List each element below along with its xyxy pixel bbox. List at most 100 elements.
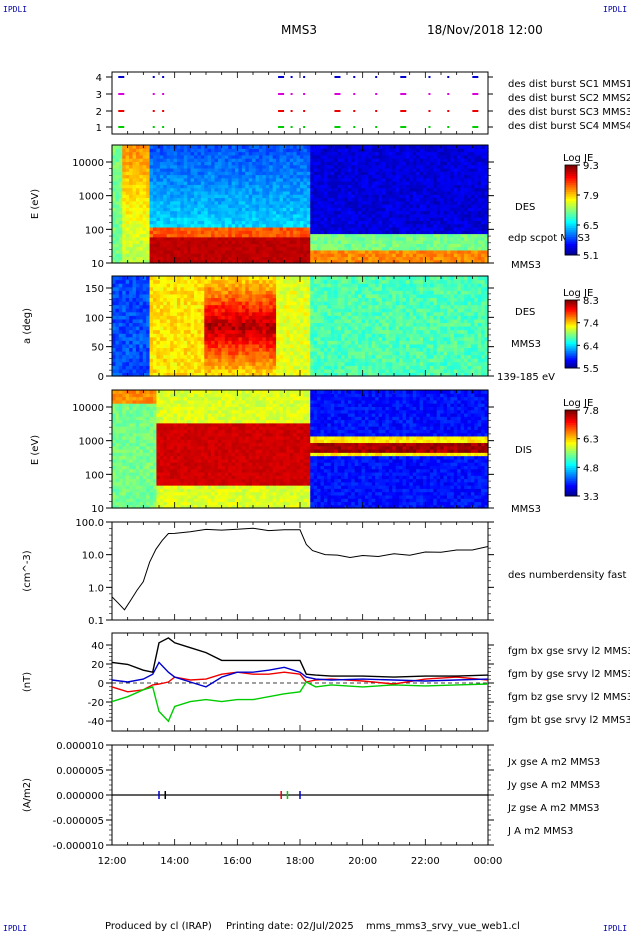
- heatmap-cell: [118, 351, 123, 356]
- heatmap-cell: [197, 230, 202, 235]
- heatmap-cell: [159, 167, 164, 172]
- heatmap-cell: [344, 151, 349, 156]
- heatmap-cell: [323, 164, 328, 169]
- heatmap-cell: [139, 308, 144, 313]
- heatmap-cell: [282, 217, 287, 221]
- heatmap-cell: [112, 343, 117, 349]
- heatmap-cell: [214, 290, 219, 295]
- heatmap-cell: [276, 236, 281, 241]
- heatmap-cell: [450, 226, 455, 231]
- heatmap-cell: [289, 154, 294, 159]
- heatmap-cell: [258, 256, 263, 261]
- heatmap-cell: [197, 167, 202, 172]
- heatmap-cell: [176, 148, 181, 153]
- heatmap-cell: [303, 164, 308, 169]
- heatmap-cell: [129, 279, 134, 284]
- heatmap-cell: [310, 154, 315, 159]
- heatmap-cell: [122, 329, 127, 334]
- heatmap-cell: [296, 223, 301, 228]
- heatmap-cell: [300, 171, 305, 176]
- heatmap-cell: [125, 322, 130, 327]
- heatmap-cell: [146, 368, 151, 374]
- heatmap-cell: [382, 200, 387, 205]
- heatmap-cell: [467, 187, 472, 192]
- heatmap-cell: [214, 347, 219, 352]
- heatmap-cell: [122, 164, 127, 169]
- heatmap-cell: [313, 236, 318, 241]
- heatmap-cell: [156, 174, 161, 179]
- heatmap-cell: [296, 220, 301, 225]
- heatmap-cell: [436, 158, 441, 162]
- heatmap-cell: [122, 200, 127, 205]
- heatmap-cell: [173, 145, 178, 149]
- heatmap-cell: [217, 311, 222, 316]
- heatmap-cell: [207, 226, 212, 231]
- heatmap-cell: [135, 301, 140, 306]
- heatmap-cell: [125, 358, 130, 363]
- heatmap-cell: [146, 174, 151, 179]
- heatmap-cell: [214, 301, 219, 306]
- heatmap-cell: [405, 213, 410, 218]
- heatmap-cell: [474, 187, 479, 192]
- heatmap-cell: [204, 213, 209, 218]
- heatmap-cell: [221, 181, 226, 185]
- heatmap-cell: [300, 230, 305, 235]
- heatmap-cell: [364, 256, 369, 261]
- heatmap-cell: [460, 230, 465, 235]
- heatmap-cell: [399, 164, 404, 169]
- heatmap-cell: [170, 351, 175, 356]
- burst-mark: [472, 93, 479, 95]
- heatmap-cell: [166, 283, 171, 288]
- heatmap-cell: [423, 243, 428, 248]
- heatmap-cell: [142, 226, 147, 231]
- heatmap-cell: [176, 174, 181, 179]
- heatmap-cell: [221, 230, 226, 235]
- heatmap-cell: [354, 177, 359, 182]
- heatmap-cell: [115, 249, 120, 254]
- heatmap-cell: [146, 297, 151, 302]
- heatmap-cell: [190, 194, 195, 199]
- heatmap-cell: [248, 194, 253, 199]
- burst-mark: [353, 126, 356, 128]
- heatmap-cell: [207, 290, 212, 295]
- heatmap-cell: [200, 347, 205, 352]
- heatmap-cell: [320, 174, 325, 179]
- heatmap-cell: [470, 194, 475, 199]
- heatmap-cell: [323, 259, 328, 264]
- heatmap-cell: [118, 145, 123, 149]
- heatmap-cell: [467, 161, 472, 166]
- heatmap-cell: [163, 210, 168, 215]
- heatmap-cell: [334, 158, 339, 162]
- heatmap-cell: [341, 253, 346, 258]
- heatmap-cell: [180, 308, 185, 313]
- heatmap-cell: [194, 293, 199, 299]
- heatmap-cell: [235, 184, 240, 189]
- heatmap-cell: [306, 246, 311, 251]
- heatmap-cell: [368, 194, 373, 199]
- heatmap-cell: [334, 181, 339, 185]
- heatmap-cell: [303, 161, 308, 166]
- heatmap-cell: [173, 243, 178, 248]
- heatmap-cell: [337, 200, 342, 205]
- heatmap-cell: [142, 301, 147, 306]
- heatmap-cell: [341, 154, 346, 159]
- heatmap-cell: [282, 190, 287, 195]
- heatmap-cell: [399, 181, 404, 185]
- heatmap-cell: [211, 290, 216, 295]
- heatmap-cell: [221, 145, 226, 149]
- heatmap-cell: [231, 230, 236, 235]
- heatmap-cell: [296, 145, 301, 149]
- heatmap-cell: [409, 154, 414, 159]
- heatmap-cell: [252, 230, 257, 235]
- heatmap-cell: [371, 230, 376, 235]
- heatmap-cell: [135, 351, 140, 356]
- heatmap-cell: [426, 217, 431, 221]
- heatmap-cell: [382, 236, 387, 241]
- heatmap-cell: [248, 148, 253, 153]
- heatmap-cell: [125, 326, 130, 331]
- heatmap-cell: [176, 236, 181, 241]
- heatmap-cell: [303, 181, 308, 185]
- heatmap-cell: [211, 361, 216, 366]
- heatmap-cell: [142, 256, 147, 261]
- heatmap-cell: [334, 184, 339, 189]
